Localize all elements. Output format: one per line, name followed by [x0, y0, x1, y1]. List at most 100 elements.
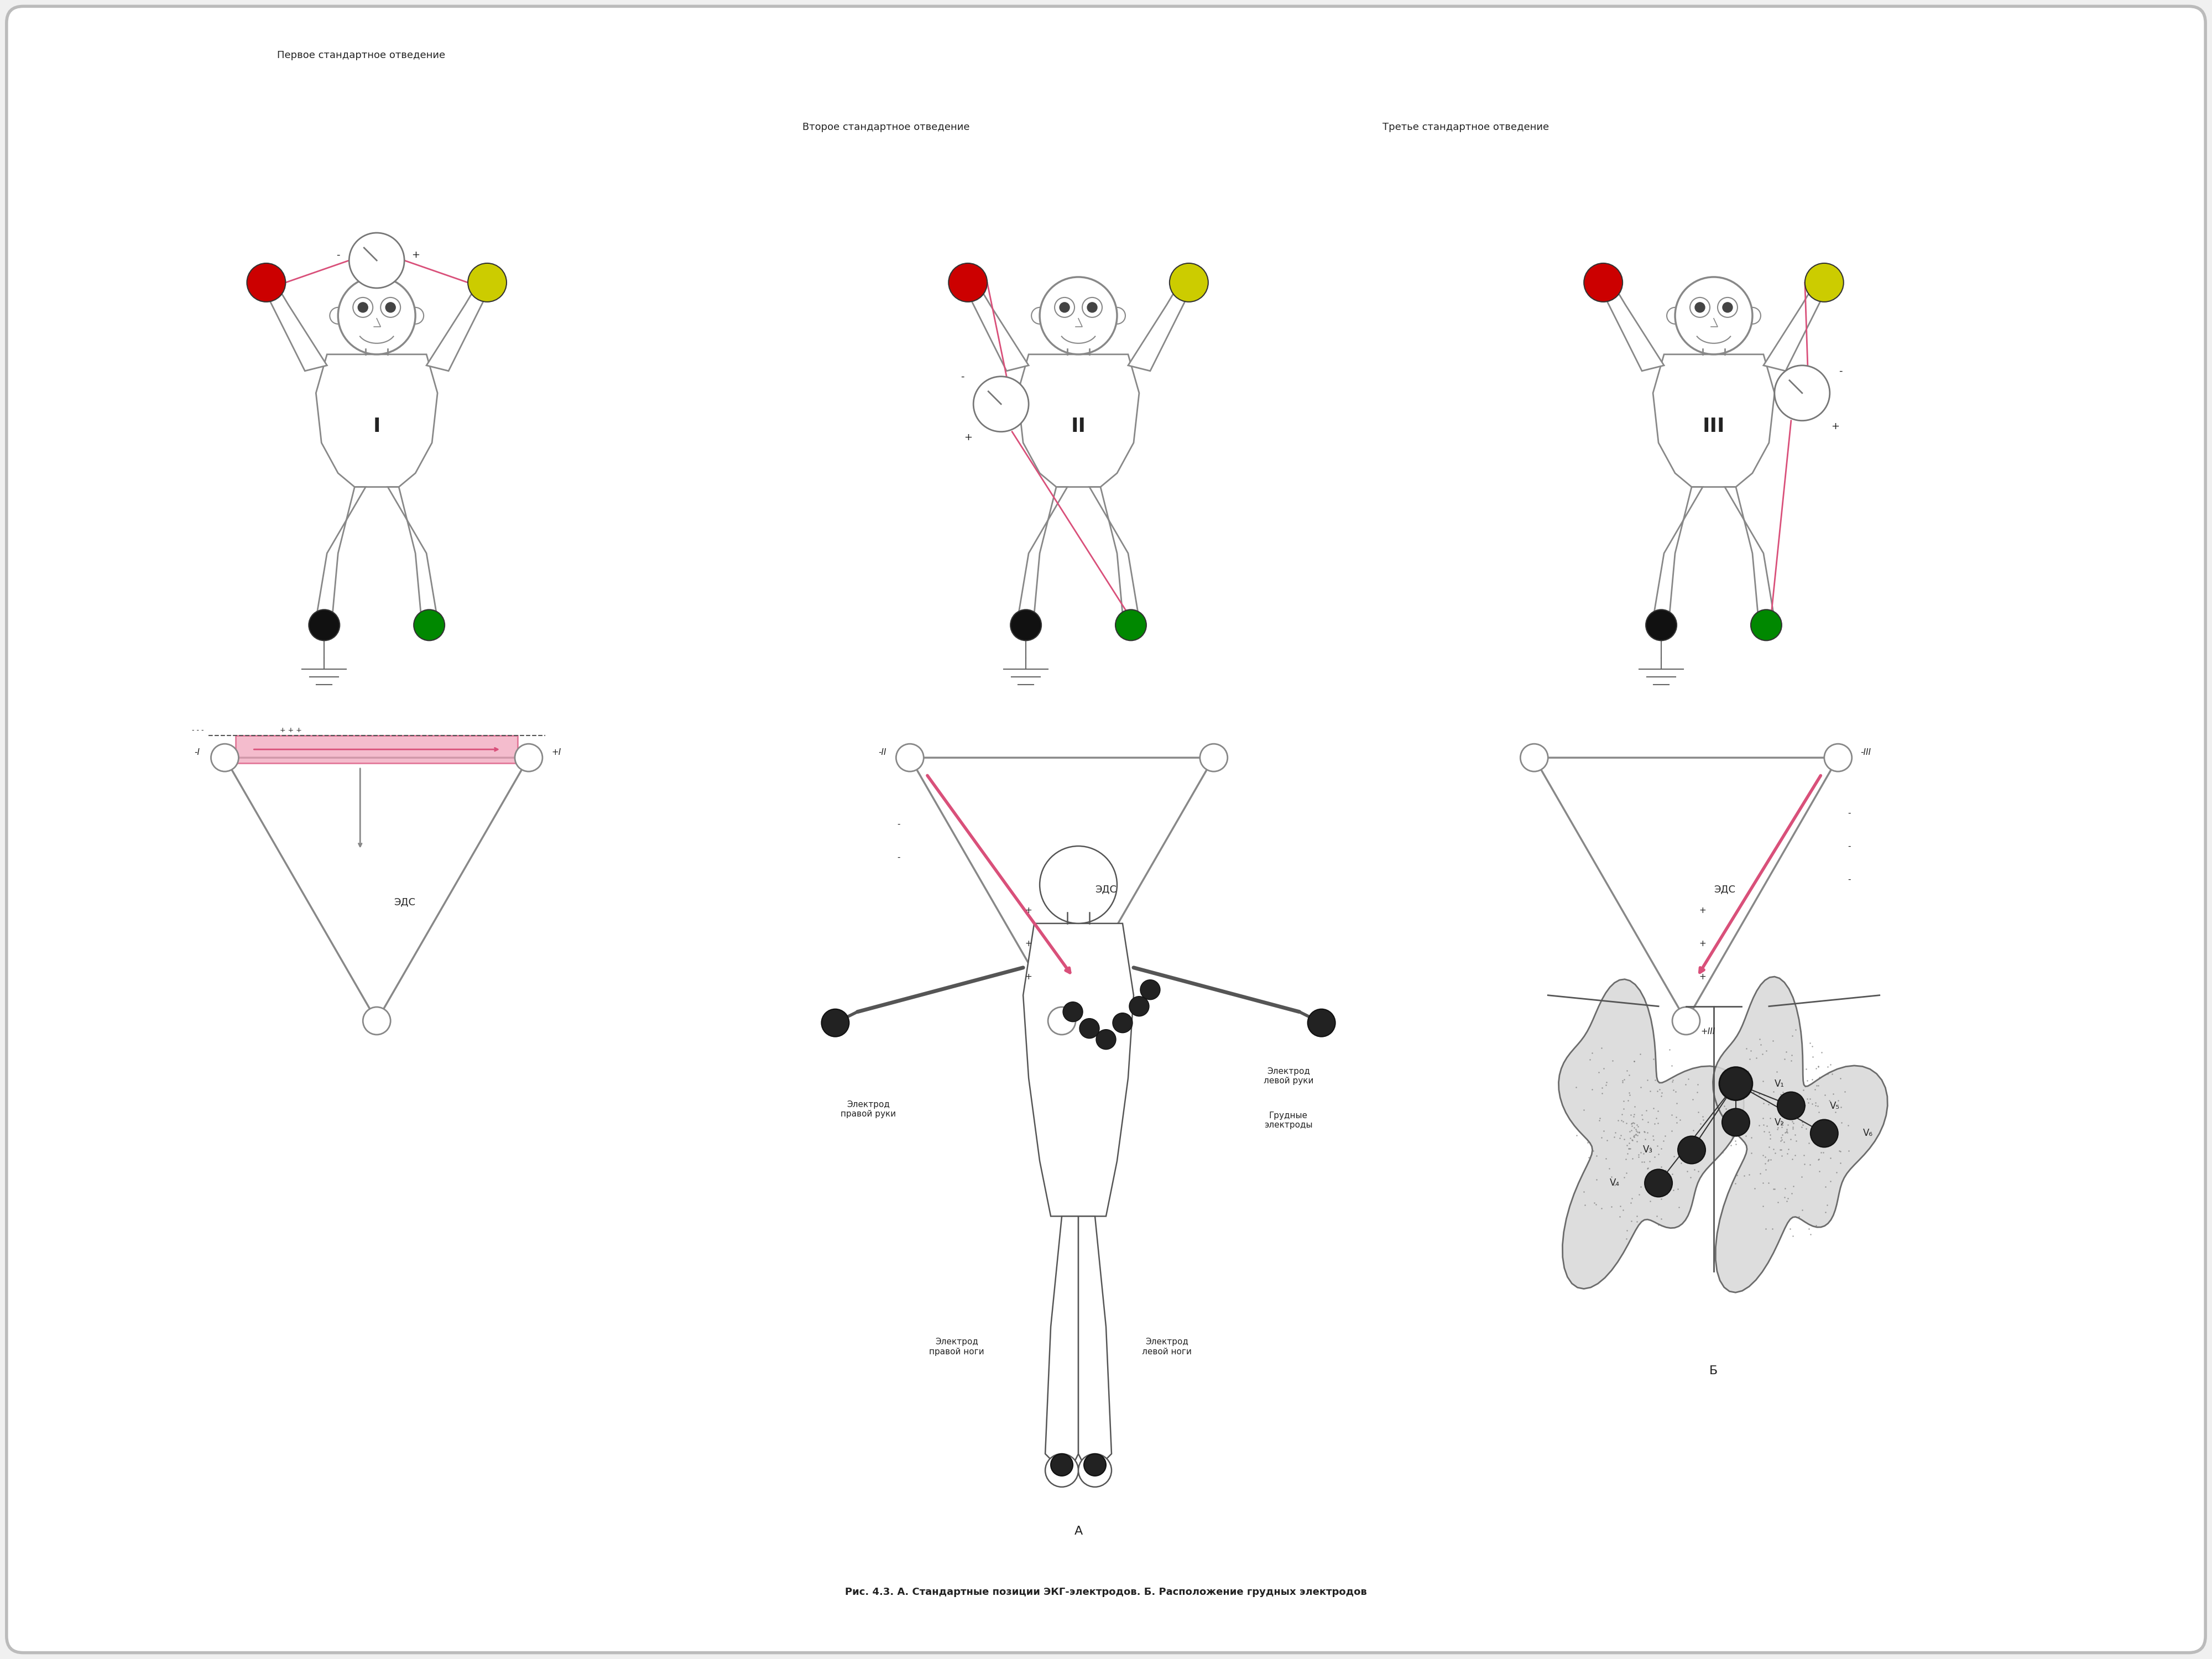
Circle shape: [358, 302, 367, 312]
Text: -: -: [898, 820, 900, 828]
Circle shape: [1040, 846, 1117, 924]
Circle shape: [338, 277, 416, 355]
Polygon shape: [1597, 277, 1663, 372]
Text: II: II: [1071, 416, 1086, 436]
Circle shape: [248, 264, 285, 302]
Circle shape: [1082, 297, 1102, 317]
Text: -: -: [960, 372, 964, 382]
Circle shape: [949, 264, 987, 302]
Polygon shape: [1763, 277, 1829, 372]
Polygon shape: [1712, 977, 1887, 1292]
Circle shape: [1079, 1019, 1099, 1039]
Circle shape: [1031, 307, 1048, 324]
Circle shape: [1055, 297, 1075, 317]
Text: V₆: V₆: [1863, 1128, 1874, 1138]
Circle shape: [407, 307, 425, 324]
Polygon shape: [1652, 488, 1703, 625]
Circle shape: [1079, 1453, 1110, 1486]
Text: Электрод
левой ноги: Электрод левой ноги: [1141, 1337, 1192, 1355]
Circle shape: [1013, 611, 1040, 639]
Text: V₅: V₅: [1829, 1102, 1840, 1112]
Circle shape: [1199, 743, 1228, 771]
Text: +: +: [1699, 906, 1705, 914]
Text: -III: -III: [1860, 748, 1871, 757]
Circle shape: [1721, 1108, 1750, 1136]
Text: +: +: [1832, 421, 1840, 431]
Text: -: -: [1838, 367, 1843, 377]
Circle shape: [1011, 609, 1042, 640]
Circle shape: [1776, 1092, 1805, 1120]
Circle shape: [1584, 264, 1624, 302]
Text: Электрод
правой руки: Электрод правой руки: [841, 1100, 896, 1118]
Text: +: +: [1024, 939, 1033, 947]
Text: Рис. 4.3. А. Стандартные позиции ЭКГ-электродов. Б. Расположение грудных электро: Рис. 4.3. А. Стандартные позиции ЭКГ-эле…: [845, 1588, 1367, 1598]
Circle shape: [1825, 743, 1851, 771]
Circle shape: [1721, 1070, 1750, 1098]
Circle shape: [973, 377, 1029, 431]
Text: +II: +II: [1077, 1027, 1091, 1035]
Circle shape: [1113, 1014, 1133, 1034]
Circle shape: [1048, 1007, 1075, 1035]
Circle shape: [1088, 302, 1097, 312]
Circle shape: [1064, 1002, 1084, 1022]
Text: +I: +I: [551, 748, 562, 757]
Text: - - -: - - -: [192, 727, 204, 733]
Circle shape: [385, 302, 396, 312]
Circle shape: [310, 611, 338, 639]
Circle shape: [1672, 1007, 1701, 1035]
Circle shape: [1139, 980, 1159, 1000]
Text: V₃: V₃: [1644, 1145, 1652, 1155]
Circle shape: [349, 232, 405, 289]
Polygon shape: [1559, 979, 1743, 1289]
Circle shape: [1115, 609, 1146, 640]
Polygon shape: [1725, 488, 1774, 625]
Circle shape: [1084, 1453, 1106, 1477]
Circle shape: [1170, 264, 1208, 302]
Circle shape: [363, 1007, 392, 1035]
Polygon shape: [1128, 277, 1194, 372]
Circle shape: [1805, 264, 1843, 302]
Polygon shape: [1046, 1216, 1079, 1465]
Circle shape: [1108, 307, 1126, 324]
Text: -: -: [1847, 810, 1851, 818]
Circle shape: [1809, 1120, 1838, 1146]
Polygon shape: [316, 488, 365, 625]
Polygon shape: [261, 277, 327, 372]
Circle shape: [515, 743, 542, 771]
Circle shape: [469, 264, 507, 302]
Circle shape: [414, 609, 445, 640]
Polygon shape: [427, 277, 493, 372]
Text: +: +: [1699, 972, 1705, 980]
Text: Первое стандартное отведение: Первое стандартное отведение: [276, 50, 445, 60]
Text: +: +: [1699, 939, 1705, 947]
Circle shape: [1743, 307, 1761, 324]
Text: + + +: + + +: [281, 727, 303, 733]
Text: -I: -I: [195, 748, 199, 757]
Text: -: -: [1847, 841, 1851, 849]
Text: Второе стандартное отведение: Второе стандартное отведение: [803, 123, 969, 133]
Circle shape: [1717, 297, 1736, 317]
Circle shape: [1723, 302, 1732, 312]
Text: -: -: [898, 853, 900, 861]
Text: -II: -II: [878, 748, 887, 757]
Circle shape: [1051, 1453, 1073, 1477]
Text: V₄: V₄: [1610, 1178, 1619, 1188]
Circle shape: [821, 1009, 849, 1037]
Text: +: +: [964, 433, 971, 443]
Circle shape: [354, 297, 374, 317]
Polygon shape: [1652, 355, 1774, 488]
Text: V₂: V₂: [1774, 1118, 1785, 1128]
Text: +: +: [1024, 906, 1033, 914]
Circle shape: [1750, 609, 1781, 640]
Polygon shape: [962, 277, 1029, 372]
Text: V₁: V₁: [1774, 1078, 1785, 1088]
Polygon shape: [1091, 488, 1139, 625]
Text: ЭДС: ЭДС: [1095, 884, 1117, 894]
Polygon shape: [1079, 1216, 1110, 1465]
Circle shape: [1752, 611, 1781, 639]
Circle shape: [1674, 277, 1752, 355]
Circle shape: [1117, 611, 1144, 639]
Circle shape: [1668, 307, 1683, 324]
Text: III: III: [1703, 416, 1725, 436]
Circle shape: [1646, 609, 1677, 640]
